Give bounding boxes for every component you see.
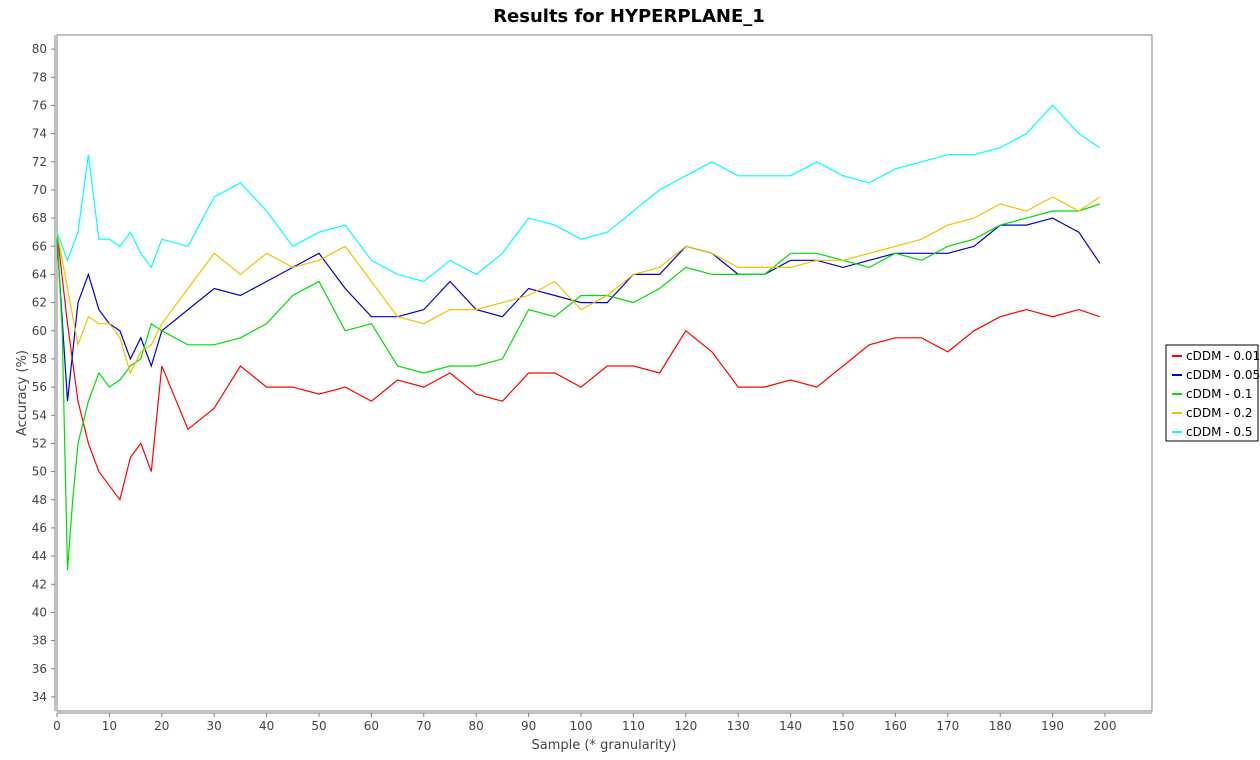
series-line-2 <box>56 203 1100 571</box>
y-tick-label: 46 <box>32 521 47 535</box>
x-tick-label: 20 <box>154 719 169 733</box>
x-tick-label: 100 <box>570 719 593 733</box>
y-tick-label: 58 <box>32 352 47 366</box>
x-tick-label: 30 <box>207 719 222 733</box>
x-tick-label: 80 <box>469 719 484 733</box>
x-tick-label: 70 <box>416 719 431 733</box>
y-tick-label: 64 <box>32 267 47 281</box>
y-tick-label: 40 <box>32 605 47 619</box>
x-tick-label: 140 <box>779 719 802 733</box>
x-tick-label: 110 <box>622 719 645 733</box>
y-tick-label: 34 <box>32 690 47 704</box>
legend-entry-0: cDDM - 0.01 <box>1186 349 1260 363</box>
y-tick-label: 56 <box>32 380 47 394</box>
x-tick-label: 190 <box>1041 719 1064 733</box>
y-tick-label: 60 <box>32 324 47 338</box>
y-tick-label: 80 <box>32 42 47 56</box>
x-tick-label: 150 <box>832 719 855 733</box>
x-axis-ticks: 0 10 20 30 40 50 60 70 80 90 100 110 120 130 140 150 160… <box>53 713 1116 733</box>
y-tick-label: 74 <box>32 127 47 141</box>
series-lines <box>56 104 1101 571</box>
x-tick-label: 40 <box>259 719 274 733</box>
legend: cDDM - 0.01 cDDM - 0.05 cDDM - 0.1 cDDM - 0… <box>1165 344 1260 442</box>
x-tick-label: 90 <box>521 719 536 733</box>
x-axis-label: Sample (* granularity) <box>531 738 676 753</box>
series-line-0 <box>56 232 1100 502</box>
legend-entry-1: cDDM - 0.05 <box>1186 368 1260 382</box>
legend-entry-3: cDDM - 0.2 <box>1186 406 1252 420</box>
y-tick-label: 38 <box>32 634 47 648</box>
x-tick-label: 160 <box>884 719 907 733</box>
x-tick-label: 50 <box>311 719 326 733</box>
y-tick-label: 78 <box>32 70 47 84</box>
x-tick-label: 0 <box>53 719 61 733</box>
y-tick-label: 54 <box>32 408 47 422</box>
y-axis-ticks: 34 36 38 40 42 44 46 48 50 52 54 56 58 60 62 64 66 68 70 72… <box>32 42 55 704</box>
legend-entry-2: cDDM - 0.1 <box>1186 387 1252 401</box>
x-tick-label: 130 <box>727 719 750 733</box>
y-tick-label: 72 <box>32 155 47 169</box>
y-tick-label: 50 <box>32 465 47 479</box>
y-tick-label: 48 <box>32 493 47 507</box>
chart-title: Results for HYPERPLANE_1 <box>493 6 765 27</box>
y-tick-label: 44 <box>32 549 47 563</box>
legend-entry-4: cDDM - 0.5 <box>1186 425 1252 439</box>
series-line-3 <box>56 196 1101 375</box>
x-tick-label: 170 <box>936 719 959 733</box>
x-tick-label: 10 <box>102 719 117 733</box>
x-tick-label: 200 <box>1094 719 1117 733</box>
y-tick-label: 68 <box>32 211 47 225</box>
x-tick-label: 180 <box>989 719 1012 733</box>
y-tick-label: 42 <box>32 577 47 591</box>
y-tick-label: 70 <box>32 183 47 197</box>
y-tick-label: 36 <box>32 662 47 676</box>
y-axis-label: Accuracy (%) <box>15 350 30 436</box>
x-tick-label: 60 <box>364 719 379 733</box>
plot-area <box>56 34 1153 712</box>
x-tick-label: 120 <box>674 719 697 733</box>
y-tick-label: 76 <box>32 98 47 112</box>
y-tick-label: 62 <box>32 296 47 310</box>
y-tick-label: 52 <box>32 436 47 450</box>
y-tick-label: 66 <box>32 239 47 253</box>
series-line-1 <box>56 217 1101 402</box>
series-line-4 <box>56 104 1101 283</box>
